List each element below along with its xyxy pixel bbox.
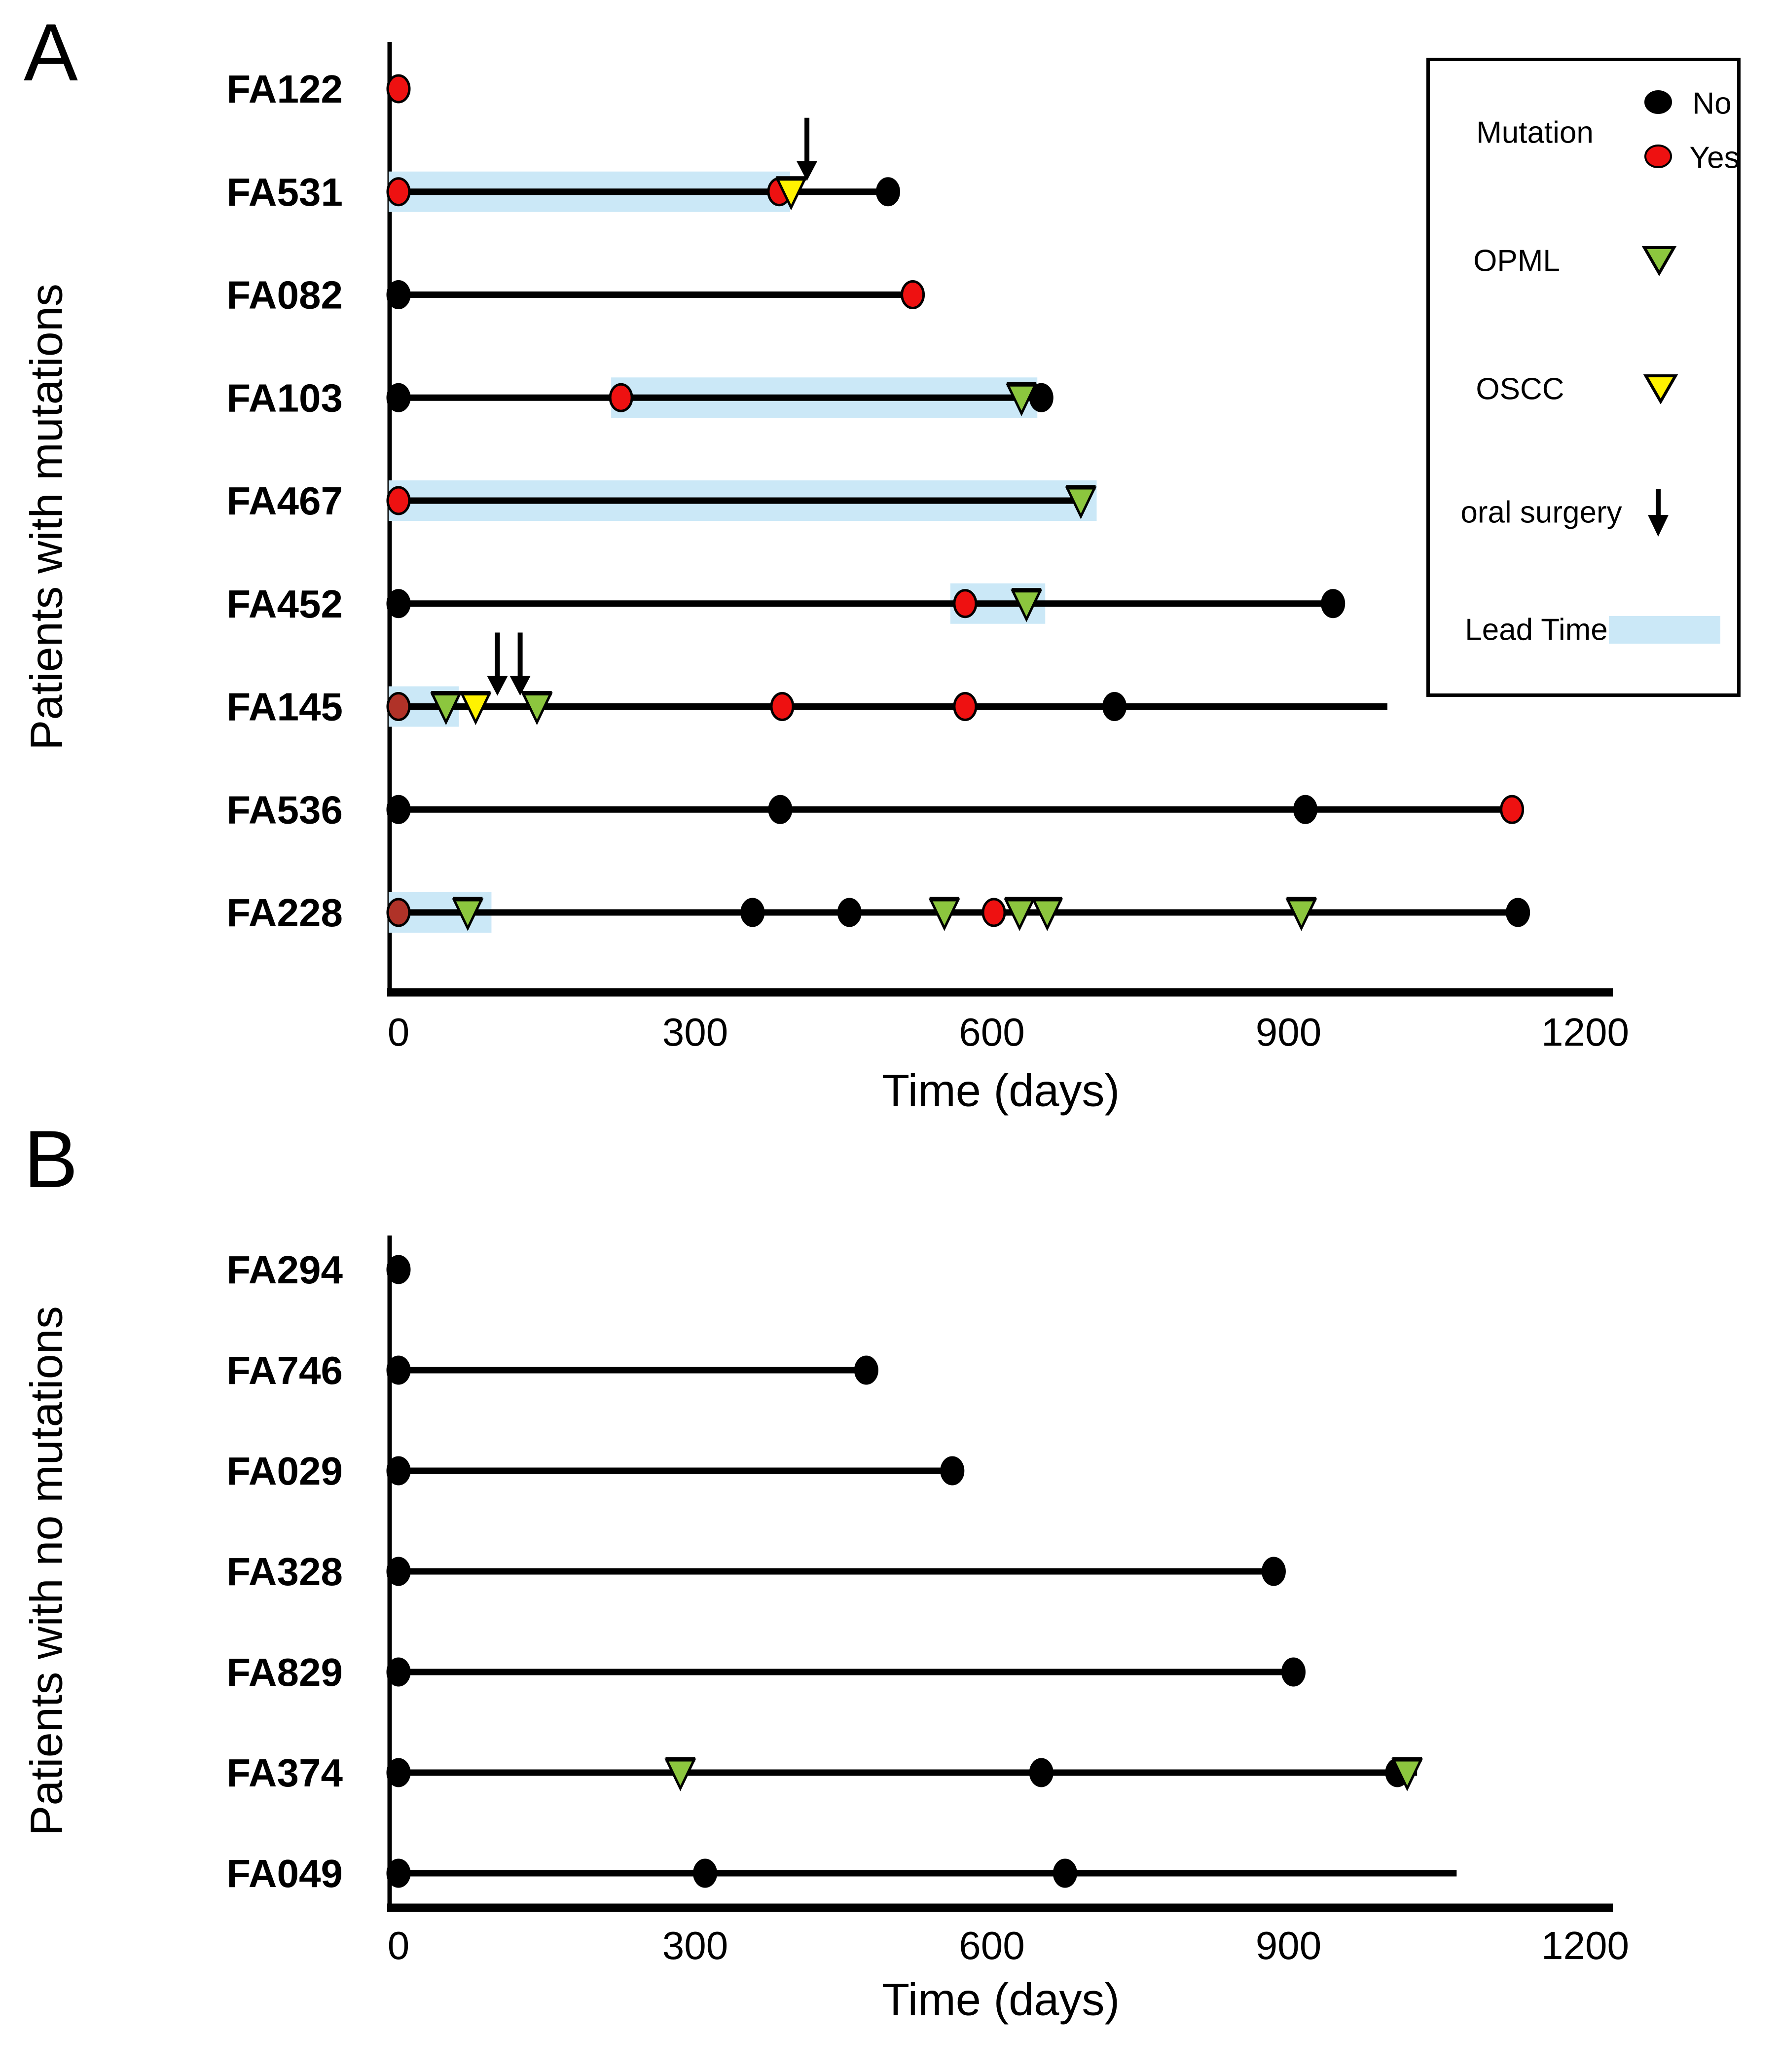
marker-mutation-no-FA374: [386, 1758, 411, 1787]
patient-label-FA228: FA228: [226, 891, 343, 935]
patient-label-FA294: FA294: [226, 1248, 343, 1292]
patient-label-FA082: FA082: [226, 273, 343, 317]
x-tick-label-B-300: 300: [662, 1924, 728, 1967]
patient-label-FA452: FA452: [226, 582, 343, 626]
marker-mutation-no-FA145: [1102, 692, 1127, 721]
marker-mutation-yes-FA082: [901, 280, 925, 309]
marker-oral-surgery-FA531-stem: [804, 117, 810, 163]
marker-oral-surgery-FA145-stem: [495, 632, 500, 678]
marker-mutation-yes-FA122: [386, 74, 411, 104]
oscc-icon: [1643, 374, 1678, 404]
legend-box: Mutation No Yes OPML OSCC oral surgery L…: [1426, 58, 1741, 697]
marker-mutation-no-FA746: [854, 1355, 878, 1385]
marker-mutation-yes-FA536: [1500, 795, 1525, 824]
marker-mutation-no-FA049: [1053, 1858, 1077, 1888]
legend-mutation-label: Mutation: [1476, 115, 1594, 150]
marker-mutation-yes-FA228: [981, 898, 1006, 927]
legend-no-label: No: [1692, 86, 1732, 121]
x-tick-label-B-600: 600: [959, 1924, 1024, 1967]
marker-mutation-yes-FA145: [770, 692, 795, 721]
marker-mutation-no-FA536: [1293, 795, 1318, 824]
opml-icon: [1641, 246, 1677, 276]
marker-mutation-no-FA228: [837, 898, 862, 927]
lead-time-swatch: [1609, 616, 1720, 644]
legend-oscc-label: OSCC: [1476, 372, 1564, 406]
marker-mutation-no-FA374: [1029, 1758, 1054, 1787]
patient-label-FA746: FA746: [226, 1348, 343, 1392]
patient-label-FA374: FA374: [226, 1751, 343, 1795]
mutation-yes-icon: [1644, 145, 1672, 168]
patient-label-FA029: FA029: [226, 1449, 343, 1493]
oral-surgery-arrow-icon: [1648, 489, 1669, 537]
patient-label-FA536: FA536: [226, 788, 343, 832]
marker-mutation-yes-FA145: [386, 692, 411, 721]
marker-mutation-no-FA452: [1321, 589, 1345, 618]
marker-mutation-no-FA452: [386, 589, 411, 618]
panel-b-letter: B: [24, 1114, 78, 1204]
patient-label-FA122: FA122: [226, 67, 343, 111]
marker-mutation-no-FA228: [1506, 898, 1530, 927]
marker-mutation-no-FA103: [386, 383, 411, 412]
patient-label-FA467: FA467: [226, 479, 343, 523]
marker-mutation-no-FA029: [940, 1456, 965, 1486]
marker-mutation-no-FA536: [386, 795, 411, 824]
marker-oral-surgery-FA145-head: [487, 676, 508, 696]
marker-mutation-no-FA531: [875, 177, 900, 207]
marker-mutation-no-FA049: [693, 1858, 718, 1888]
marker-mutation-no-FA049: [386, 1858, 411, 1888]
marker-mutation-no-FA536: [768, 795, 793, 824]
panel-a-letter: A: [24, 7, 78, 98]
marker-mutation-no-FA328: [386, 1557, 411, 1586]
marker-mutation-no-FA294: [386, 1255, 411, 1284]
marker-mutation-no-FA746: [386, 1355, 411, 1385]
mutation-no-icon: [1644, 90, 1672, 114]
marker-oral-surgery-FA145-stem: [517, 632, 523, 678]
marker-mutation-no-FA082: [386, 280, 411, 309]
x-tick-label-A-900: 900: [1256, 1010, 1321, 1054]
marker-mutation-no-FA328: [1261, 1557, 1286, 1586]
marker-mutation-yes-FA103: [609, 383, 633, 412]
x-tick-label-B-900: 900: [1256, 1924, 1321, 1967]
patient-label-FA103: FA103: [226, 376, 343, 420]
legend-opml-label: OPML: [1473, 244, 1560, 278]
patient-label-FA145: FA145: [226, 685, 343, 729]
marker-mutation-yes-FA145: [953, 692, 978, 721]
marker-mutation-no-FA228: [740, 898, 765, 927]
marker-mutation-yes-FA531: [386, 177, 411, 207]
x-tick-label-A-600: 600: [959, 1010, 1024, 1054]
marker-oral-surgery-FA531-head: [797, 161, 818, 181]
patient-label-FA531: FA531: [226, 170, 343, 214]
marker-mutation-yes-FA452: [953, 589, 978, 618]
patient-label-FA829: FA829: [226, 1650, 343, 1694]
legend-oral-surgery-label: oral surgery: [1460, 495, 1622, 530]
marker-mutation-yes-FA467: [386, 486, 411, 515]
marker-mutation-no-FA829: [1281, 1657, 1306, 1687]
x-tick-label-A-300: 300: [662, 1010, 728, 1054]
legend-yes-label: Yes: [1689, 141, 1740, 175]
panel-a-xlabel: Time (days): [881, 1065, 1120, 1116]
panel-a-ylabel: Patients with mutations: [21, 283, 72, 751]
x-tick-label-B-0: 0: [388, 1924, 410, 1967]
marker-mutation-no-FA829: [386, 1657, 411, 1687]
marker-mutation-no-FA029: [386, 1456, 411, 1486]
marker-oral-surgery-FA145-head: [509, 676, 531, 696]
marker-mutation-yes-FA228: [386, 898, 411, 927]
panel-b-xlabel: Time (days): [881, 1974, 1120, 2025]
x-tick-label-B-1200: 1200: [1541, 1924, 1629, 1967]
legend-lead-time-label: Lead Time: [1465, 613, 1608, 647]
x-tick-label-A-1200: 1200: [1541, 1010, 1629, 1054]
patient-label-FA049: FA049: [226, 1852, 343, 1895]
panel-b-ylabel: Patients with no mutations: [21, 1306, 72, 1836]
x-tick-label-A-0: 0: [388, 1010, 410, 1054]
patient-label-FA328: FA328: [226, 1550, 343, 1594]
